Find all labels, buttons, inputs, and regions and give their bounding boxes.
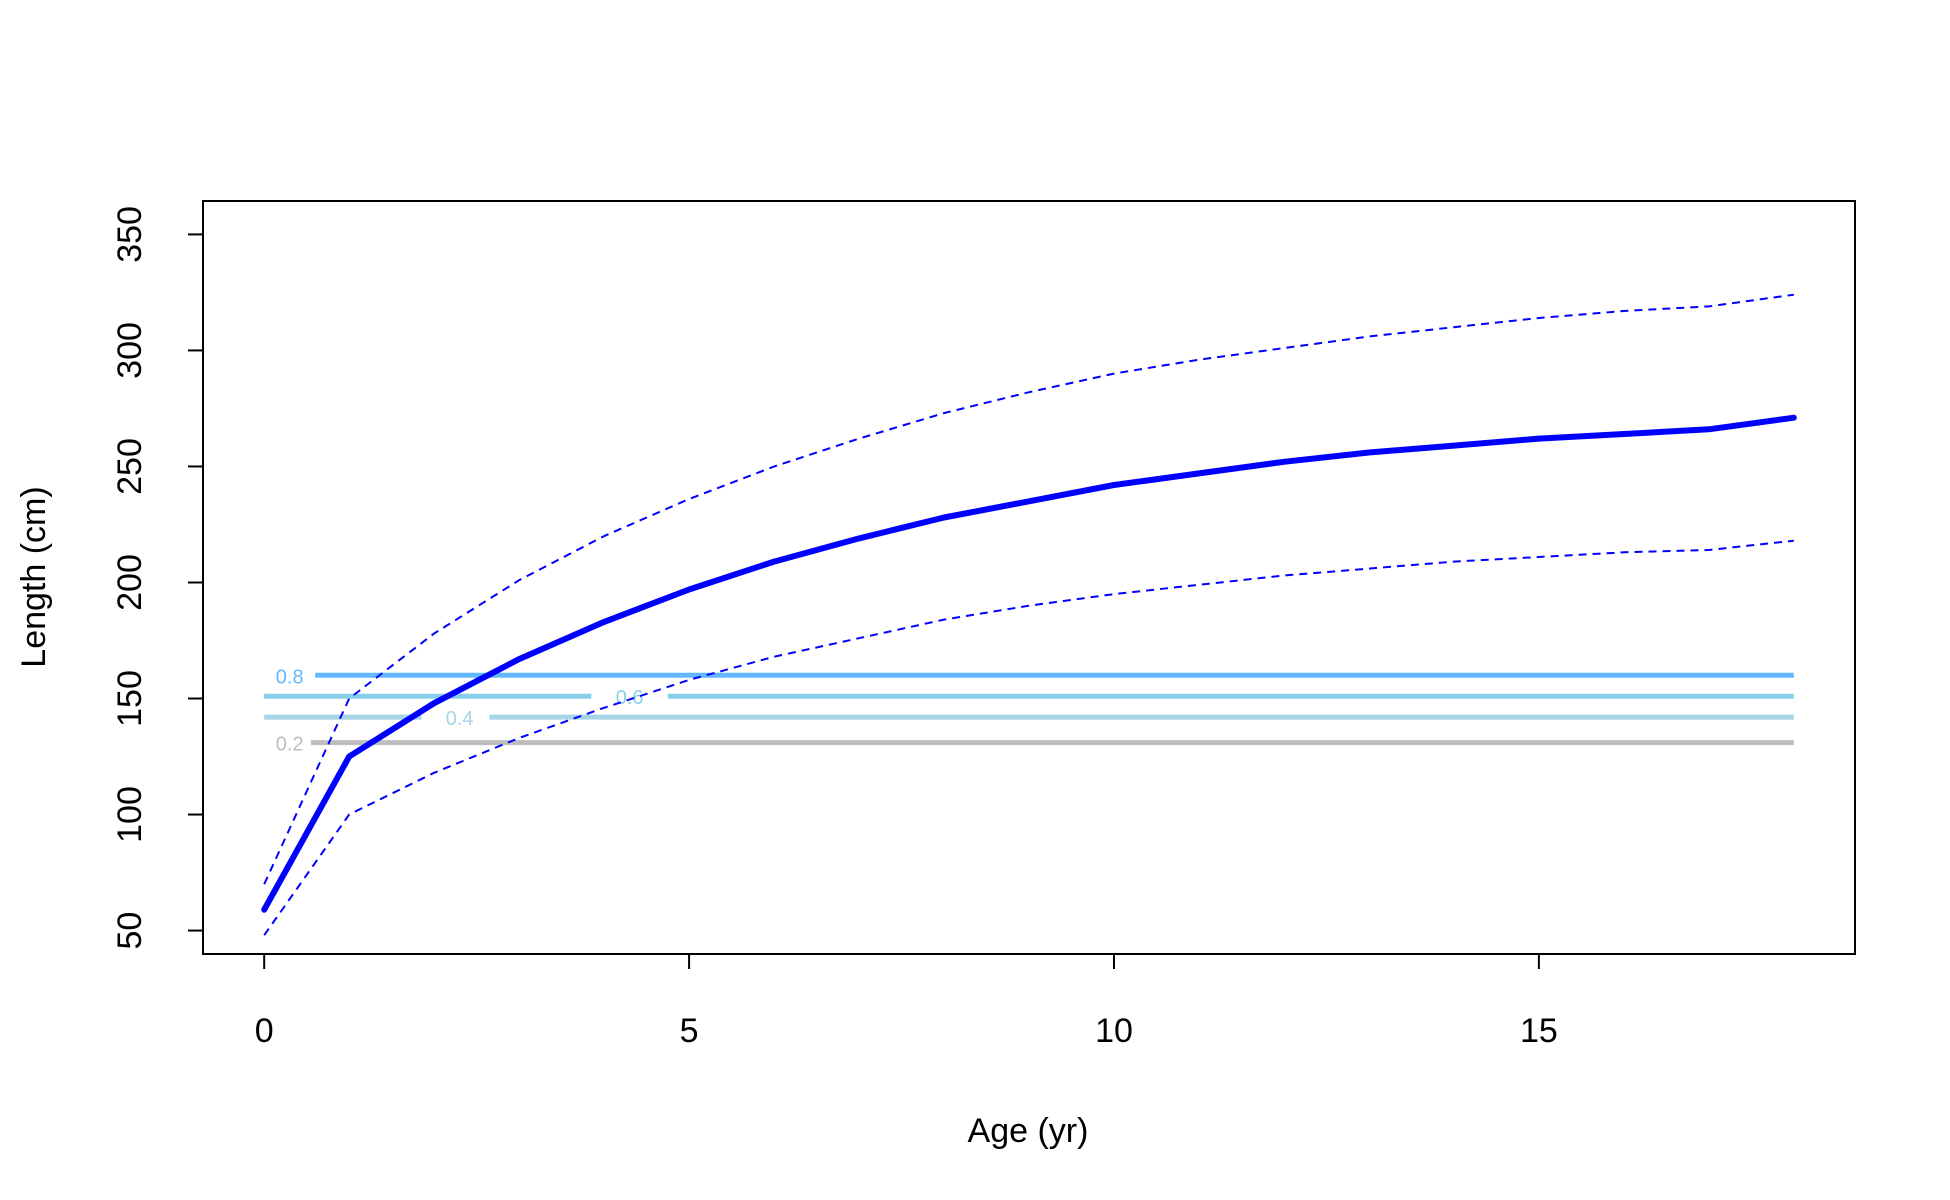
y-tick-label: 300 [111,322,149,379]
y-axis: 50 100 150 200 250 300 350 [111,206,204,950]
y-tick-label: 200 [111,554,149,611]
contour-label-0-6: 0.6 [616,687,644,709]
series-layer [261,293,1797,936]
contour-label-0-8: 0.8 [276,666,304,688]
series-upper-line [263,293,1794,885]
contour-layer: 0.8 0.6 0.4 0.2 [264,666,1794,756]
y-axis-label: Length (cm) [15,486,53,667]
x-tick-label: 0 [255,1012,274,1050]
x-tick-label: 10 [1095,1012,1133,1050]
x-axis-label: Age (yr) [968,1112,1089,1150]
series-mean-line [261,414,1797,913]
y-tick-label: 350 [111,206,149,263]
x-tick-label: 5 [680,1012,699,1050]
y-tick-label: 250 [111,438,149,495]
y-tick-label: 100 [111,786,149,843]
x-tick-label: 15 [1520,1012,1558,1050]
x-axis: 0 5 10 15 [255,953,1558,1050]
y-tick-label: 150 [111,670,149,727]
contour-label-0-4: 0.4 [446,708,474,730]
contour-label-0-2: 0.2 [276,734,304,756]
y-tick-label: 50 [111,912,149,950]
series-lower-line [263,539,1794,936]
plot-frame [202,200,1856,955]
